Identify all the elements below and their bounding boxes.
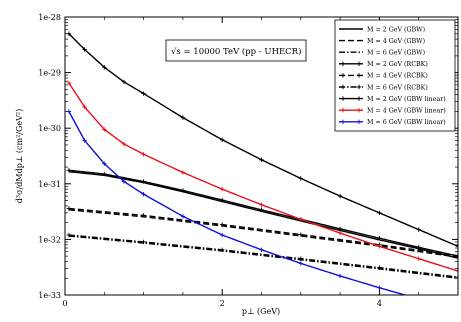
legend-label: M = 6 GeV (GBW)	[367, 50, 425, 57]
y-tick-label: 1e-28	[38, 13, 61, 22]
legend: M = 2 GeV (GBW) M = 4 GeV (GBW) M = 6 GeV …	[334, 19, 456, 132]
series-line	[68, 234, 458, 278]
series-9	[66, 109, 408, 295]
x-tick-label: 4	[377, 299, 382, 308]
legend-label: M = 4 GeV (RCBK)	[367, 73, 428, 80]
y-axis-title: d³σ/dMdp⊥ (cm²/GeV²)	[15, 109, 24, 203]
legend-label: M = 6 GeV (GBW linear)	[367, 119, 446, 126]
y-tick-label: 1e-32	[38, 235, 61, 244]
legend-label: M = 4 GeV (GBW)	[367, 38, 425, 45]
series-line	[68, 235, 458, 279]
legend-label: M = 2 GeV (GBW linear)	[367, 96, 446, 103]
y-tick-label: 1e-30	[38, 124, 61, 133]
x-axis-title: p⊥ (GeV)	[242, 307, 280, 316]
series-7	[66, 31, 458, 249]
x-tick-label: 2	[220, 299, 225, 308]
x-tick-label: 0	[62, 299, 67, 308]
series-lines	[66, 31, 458, 295]
series-2	[68, 209, 458, 258]
legend-label: M = 6 GeV (RCBK)	[367, 84, 428, 91]
legend-label: M = 2 GeV (GBW)	[367, 26, 425, 33]
series-line	[68, 209, 458, 258]
legend-label: M = 4 GeV (GBW linear)	[367, 108, 446, 115]
plot-frame	[64, 16, 459, 296]
y-tick-label: 1e-29	[38, 69, 61, 78]
series-6	[66, 232, 458, 280]
energy-annotation: √s = 10000 TeV (pp - UHECR)	[165, 39, 307, 62]
series-8	[66, 80, 458, 274]
y-tick-label: 1e-31	[38, 180, 61, 189]
y-tick-label: 1e-33	[38, 291, 61, 300]
series-3	[68, 235, 458, 279]
series-5	[66, 206, 458, 258]
series-line	[68, 207, 458, 257]
legend-label: M = 2 GeV (RCBK)	[367, 61, 428, 68]
energy-annotation-text: √s = 10000 TeV (pp - UHECR)	[171, 46, 301, 57]
